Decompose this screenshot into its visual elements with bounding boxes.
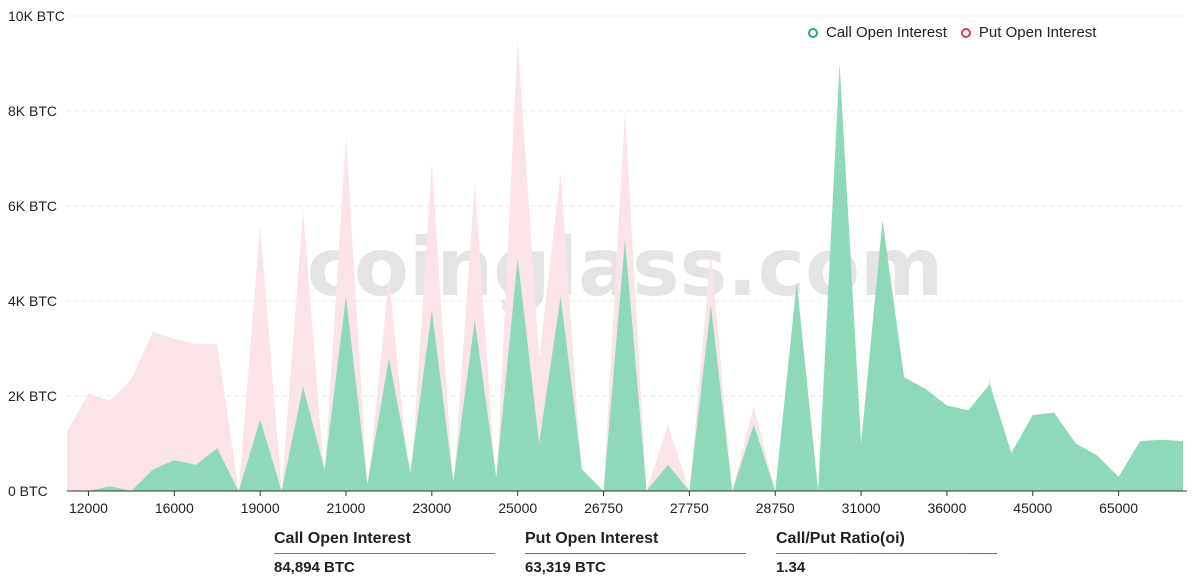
stat-ratio-underline <box>776 553 997 554</box>
legend-call-label: Call Open Interest <box>826 24 947 41</box>
call-series <box>67 63 1183 491</box>
x-tick-label: 23000 <box>412 500 451 516</box>
y-tick-label: 6K BTC <box>8 198 57 214</box>
x-tick-label: 12000 <box>69 500 108 516</box>
x-tick-label: 28750 <box>756 500 795 516</box>
stat-call-put-ratio: Call/Put Ratio(oi) 1.34 <box>776 530 997 576</box>
put-legend-marker-icon <box>960 27 971 38</box>
stat-put-label: Put Open Interest <box>525 530 659 547</box>
stat-ratio-label: Call/Put Ratio(oi) <box>776 530 905 547</box>
x-tick-label: 16000 <box>155 500 194 516</box>
x-tick-label: 27750 <box>670 500 709 516</box>
x-axis-ticks: 12000 16000 19000 21000 23000 25000 26750 27750… <box>69 491 1138 516</box>
y-tick-label: 8K BTC <box>8 103 57 119</box>
y-tick-label: 2K BTC <box>8 388 57 404</box>
x-tick-label: 65000 <box>1099 500 1138 516</box>
y-tick-label: 0 BTC <box>8 483 48 499</box>
y-tick-label: 10K BTC <box>8 8 65 24</box>
x-tick-label: 21000 <box>327 500 366 516</box>
legend-put-label: Put Open Interest <box>978 24 1097 41</box>
x-tick-label: 26750 <box>584 500 623 516</box>
legend-item-call[interactable]: Call Open Interest <box>808 24 947 41</box>
stat-call-label: Call Open Interest <box>274 530 411 547</box>
stat-call-value: 84,894 BTC <box>274 559 355 576</box>
call-legend-marker-icon <box>808 27 818 38</box>
x-tick-label: 36000 <box>927 500 966 516</box>
y-axis-ticks: 0 BTC 2K BTC 4K BTC 6K BTC 8K BTC 10K BTC <box>8 8 65 499</box>
stat-put-open-interest: Put Open Interest 63,319 BTC <box>525 530 746 576</box>
y-tick-label: 4K BTC <box>8 293 57 309</box>
legend: Call Open Interest Put Open Interest <box>808 24 1096 41</box>
stat-call-open-interest: Call Open Interest 84,894 BTC <box>274 530 495 576</box>
legend-item-put[interactable]: Put Open Interest <box>960 24 1097 41</box>
summary-stats: Call Open Interest 84,894 BTC Put Open I… <box>274 530 997 576</box>
x-tick-label: 31000 <box>842 500 881 516</box>
x-tick-label: 19000 <box>241 500 280 516</box>
stat-call-underline <box>274 553 495 554</box>
stat-put-value: 63,319 BTC <box>525 559 606 576</box>
call-open-interest-area <box>67 63 1183 491</box>
x-tick-label: 45000 <box>1013 500 1052 516</box>
stat-put-underline <box>525 553 746 554</box>
stat-ratio-value: 1.34 <box>776 559 806 576</box>
x-tick-label: 25000 <box>498 500 537 516</box>
